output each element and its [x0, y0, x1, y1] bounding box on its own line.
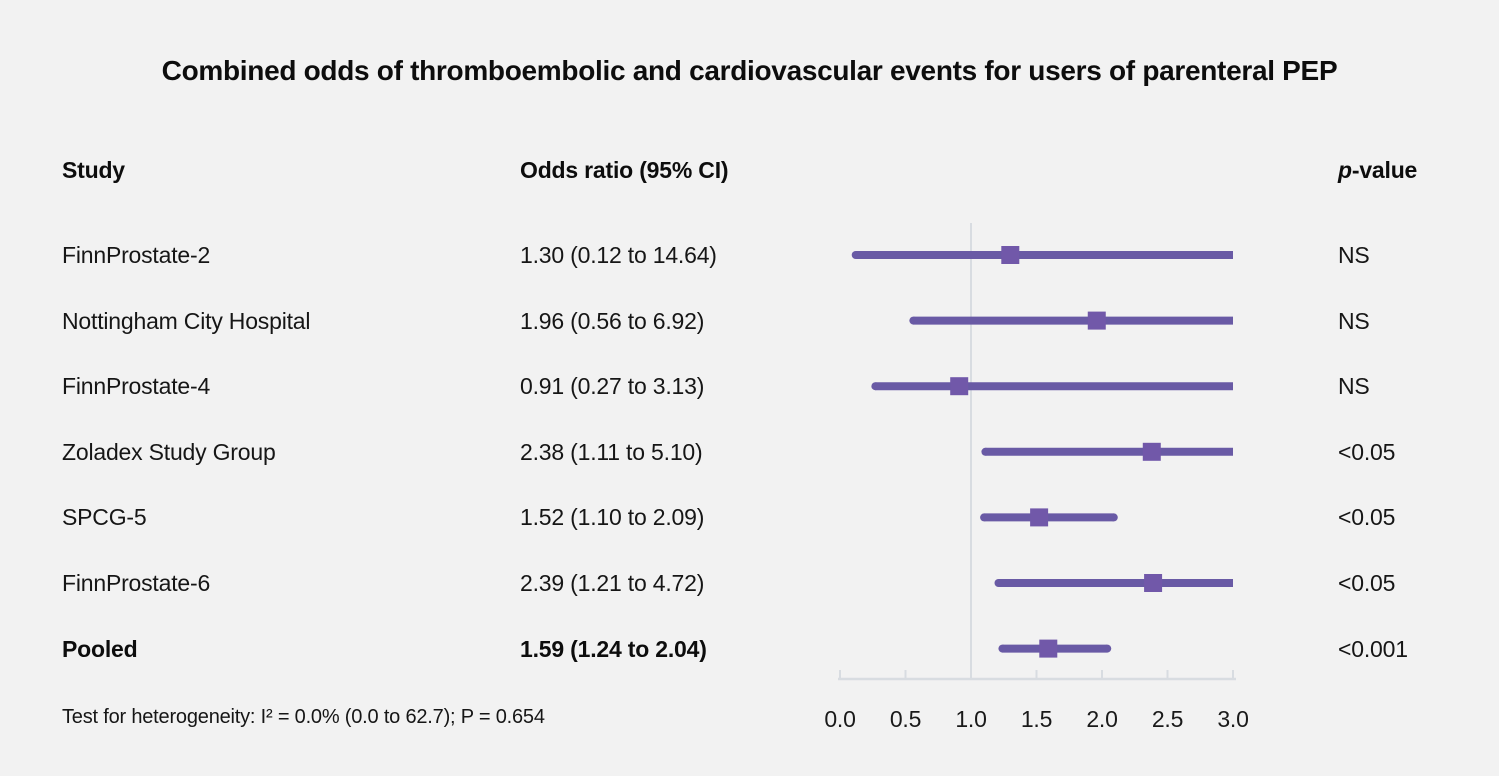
ci-line-left-cap — [981, 447, 990, 456]
ci-line-left-cap — [871, 382, 880, 391]
column-header-study: Study — [62, 157, 125, 183]
or-point-marker — [1039, 639, 1058, 658]
p-value-text: <0.05 — [1338, 438, 1396, 465]
p-value-text: NS — [1338, 242, 1370, 268]
x-axis-tick-label: 0.0 — [824, 706, 856, 732]
odds-ratio-ci-text: 0.91 (0.27 to 3.13) — [520, 373, 705, 400]
p-value-text: NS — [1338, 373, 1370, 400]
ci-line-right-cap — [1109, 513, 1118, 522]
figure-title: Combined odds of thromboembolic and card… — [161, 55, 1338, 86]
ci-line-right-cap — [1103, 644, 1112, 653]
study-label: Nottingham City Hospital — [62, 307, 311, 334]
or-point-marker — [1001, 246, 1020, 264]
study-label: Zoladex Study Group — [62, 438, 276, 465]
x-axis-tick-label: 1.5 — [1020, 706, 1053, 732]
study-label: FinnProstate-4 — [62, 373, 211, 400]
column-header-odds-ratio: Odds ratio (95% CI) — [520, 157, 729, 183]
x-axis-tick-label: 3.0 — [1217, 706, 1249, 732]
odds-ratio-ci-text: 2.39 (1.21 to 4.72) — [520, 570, 705, 596]
odds-ratio-ci-text: 1.96 (0.56 to 6.92) — [520, 307, 705, 334]
odds-ratio-ci-text: 1.30 (0.12 to 14.64) — [520, 242, 717, 268]
p-value-text: NS — [1338, 307, 1370, 334]
p-value-italic-p: p — [1338, 157, 1352, 183]
study-label: FinnProstate-6 — [62, 570, 211, 596]
ci-line-left-cap — [909, 316, 918, 325]
odds-ratio-ci-text: 1.59 (1.24 to 2.04) — [520, 635, 707, 662]
study-label: FinnProstate-2 — [62, 242, 211, 268]
or-point-marker — [1087, 311, 1106, 330]
ci-line-left-cap — [980, 513, 989, 522]
heterogeneity-note: Test for heterogeneity: I² = 0.0% (0.0 t… — [62, 706, 545, 728]
p-value-text: <0.05 — [1338, 570, 1396, 596]
ci-line-left-cap — [994, 579, 1003, 587]
ci-line-left-cap — [998, 644, 1007, 653]
study-label: SPCG-5 — [62, 504, 147, 531]
or-point-marker — [950, 377, 969, 396]
p-value-rest: -value — [1351, 157, 1418, 183]
or-point-marker — [1030, 508, 1049, 527]
x-axis-tick-label: 2.5 — [1151, 706, 1184, 732]
ci-line-left-cap — [851, 251, 860, 259]
x-axis-tick-label: 1.0 — [955, 706, 987, 732]
or-point-marker — [1142, 442, 1161, 461]
p-value-text: <0.05 — [1338, 504, 1396, 531]
odds-ratio-ci-text: 1.52 (1.10 to 2.09) — [520, 504, 705, 531]
odds-ratio-ci-text: 2.38 (1.11 to 5.10) — [520, 438, 703, 465]
p-value-text: <0.001 — [1338, 635, 1408, 662]
or-point-marker — [1144, 574, 1163, 592]
x-axis-tick-label: 0.5 — [889, 706, 922, 732]
study-label: Pooled — [62, 635, 138, 662]
column-header-p-value: p-value — [1338, 154, 1417, 186]
x-axis-tick-label: 2.0 — [1086, 706, 1118, 732]
